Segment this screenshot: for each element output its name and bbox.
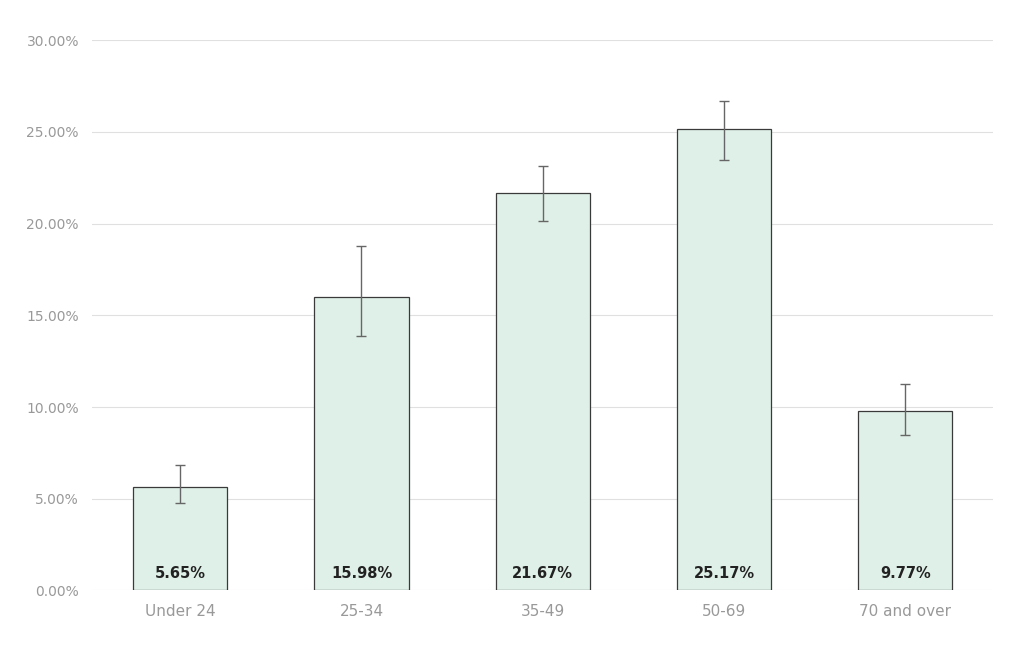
Bar — [858, 411, 952, 590]
Bar — [496, 193, 590, 590]
Text: 21.67%: 21.67% — [512, 566, 573, 581]
Text: 25.17%: 25.17% — [693, 566, 755, 581]
Text: 9.77%: 9.77% — [880, 566, 931, 581]
Text: 5.65%: 5.65% — [155, 566, 206, 581]
Bar — [133, 487, 227, 590]
Bar — [314, 297, 409, 590]
Bar — [677, 129, 771, 590]
Text: 15.98%: 15.98% — [331, 566, 392, 581]
